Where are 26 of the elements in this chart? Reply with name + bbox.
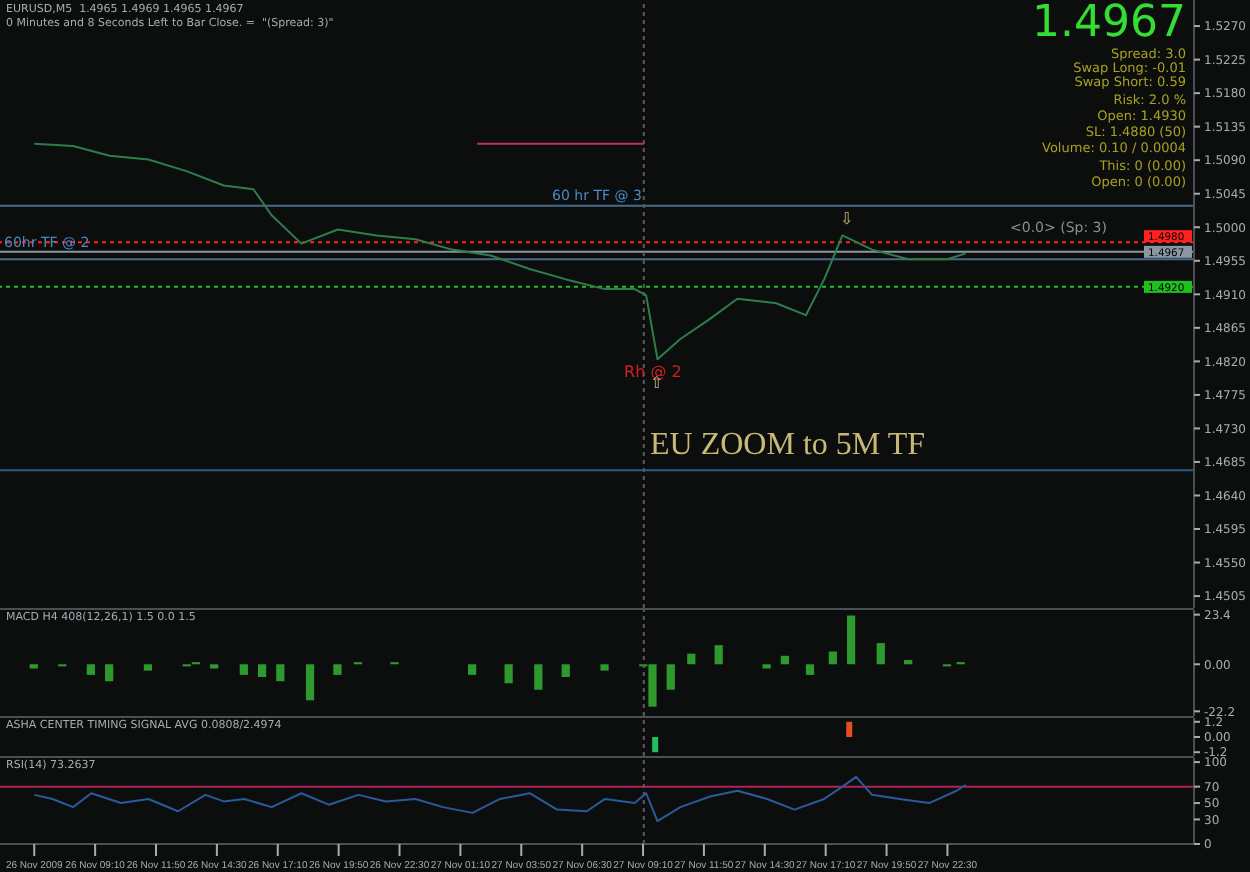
bar [239, 664, 248, 675]
bar [504, 664, 513, 684]
bar [561, 664, 570, 677]
bar [333, 664, 342, 675]
line-series [33, 775, 967, 823]
bar [805, 664, 815, 675]
bar [687, 653, 696, 665]
line-series [33, 142, 967, 361]
bar [468, 664, 477, 675]
bar [828, 651, 837, 665]
bar [534, 664, 543, 690]
bar [600, 664, 609, 671]
bar [714, 645, 723, 665]
bar [305, 664, 315, 701]
annotation: EU ZOOM to 5M TF [650, 428, 925, 464]
bar [846, 615, 856, 665]
bar [276, 664, 285, 682]
bar [876, 643, 885, 665]
bar [257, 664, 267, 677]
bar [105, 664, 114, 682]
annotation: ⇩ [840, 210, 854, 230]
bar [666, 664, 675, 690]
bar [780, 655, 789, 665]
annotation: 1.4967 [1032, 0, 1186, 48]
bar [143, 664, 153, 671]
bar [86, 664, 95, 675]
